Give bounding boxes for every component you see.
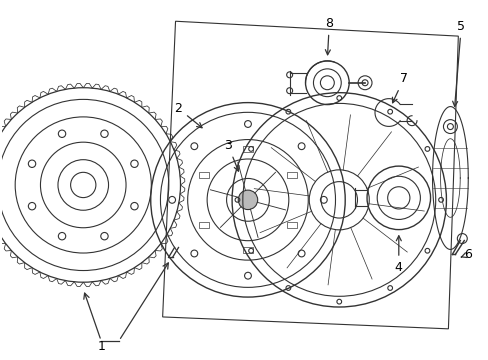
Text: 8: 8 [325, 17, 333, 55]
Text: 3: 3 [224, 139, 239, 171]
Text: 2: 2 [174, 102, 202, 128]
Text: 5: 5 [452, 20, 465, 107]
Text: 6: 6 [460, 248, 471, 261]
Circle shape [238, 190, 257, 210]
Text: 1: 1 [97, 340, 105, 353]
Text: 4: 4 [394, 236, 402, 274]
Text: 7: 7 [392, 72, 407, 103]
